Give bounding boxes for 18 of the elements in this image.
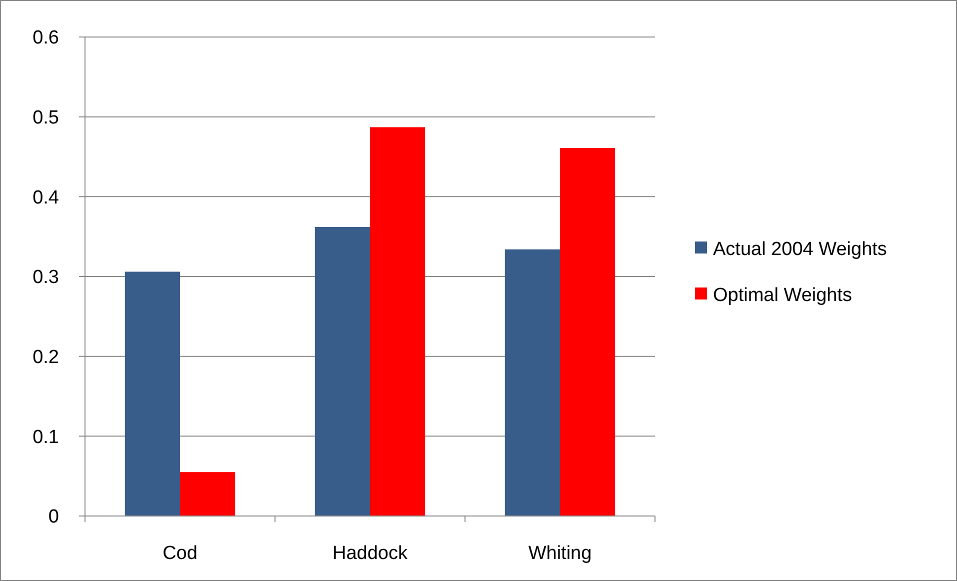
bar xyxy=(370,127,426,516)
y-tick-label: 0.6 xyxy=(32,28,59,49)
y-tick-label: 0.5 xyxy=(32,107,59,128)
y-tick-label: 0 xyxy=(48,506,59,528)
x-tick-label: Whiting xyxy=(528,543,592,564)
y-tick-label: 0.1 xyxy=(32,426,59,448)
bar xyxy=(124,272,180,516)
legend-label: Actual 2004 Weights xyxy=(713,239,887,260)
x-tick-label: Haddock xyxy=(332,543,408,564)
y-tick-label: 0.3 xyxy=(32,267,59,288)
y-tick-label: 0.2 xyxy=(32,346,59,368)
bar xyxy=(560,148,616,516)
bar xyxy=(314,227,370,516)
legend-label: Optimal Weights xyxy=(713,285,852,306)
x-tick-label: Cod xyxy=(162,543,198,564)
bar xyxy=(180,472,236,516)
bar xyxy=(504,249,560,516)
y-tick-label: 0.4 xyxy=(32,187,60,208)
